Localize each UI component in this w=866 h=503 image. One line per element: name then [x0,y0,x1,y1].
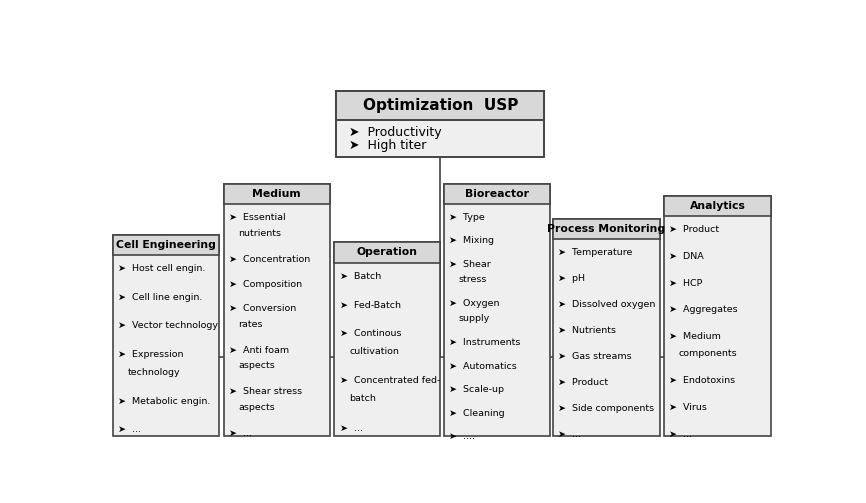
Text: ➤  Batch: ➤ Batch [339,272,381,281]
Text: ➤  Product: ➤ Product [669,225,720,234]
Text: technology: technology [127,368,180,377]
Text: ➤  Concentrated fed-: ➤ Concentrated fed- [339,376,440,385]
Text: ➤  Continous: ➤ Continous [339,329,401,338]
Text: ➤  Type: ➤ Type [449,213,485,222]
FancyBboxPatch shape [223,184,330,436]
Text: ➤  Nutrients: ➤ Nutrients [558,326,616,335]
Text: ➤  Productivity: ➤ Productivity [348,126,441,139]
Text: ➤  ...: ➤ ... [119,426,141,435]
Text: ➤  Host cell engin.: ➤ Host cell engin. [119,265,206,273]
Text: Analytics: Analytics [689,201,746,211]
Text: components: components [679,349,737,358]
Text: ➤  ...: ➤ ... [558,430,581,439]
FancyBboxPatch shape [443,184,550,436]
Text: ➤  Scale-up: ➤ Scale-up [449,385,504,394]
FancyBboxPatch shape [113,234,219,255]
FancyBboxPatch shape [113,234,219,436]
Text: ➤  Instruments: ➤ Instruments [449,338,520,347]
FancyBboxPatch shape [443,184,550,204]
Text: Cell Engineering: Cell Engineering [116,240,216,249]
Text: Operation: Operation [357,247,418,258]
Text: ➤  Automatics: ➤ Automatics [449,362,517,371]
FancyBboxPatch shape [664,196,772,216]
Text: ➤  Mixing: ➤ Mixing [449,236,494,245]
Text: ➤  Composition: ➤ Composition [229,280,302,289]
Text: ➤  Vector technology: ➤ Vector technology [119,321,218,330]
Text: ➤  Conversion: ➤ Conversion [229,304,296,313]
FancyBboxPatch shape [336,92,545,120]
Text: rates: rates [238,320,263,329]
FancyBboxPatch shape [223,184,330,204]
Text: ➤  Medium: ➤ Medium [669,332,721,341]
Text: ➤  Virus: ➤ Virus [669,403,708,412]
Text: ➤  Cleaning: ➤ Cleaning [449,408,505,417]
Text: Medium: Medium [252,189,301,199]
Text: ➤  High titer: ➤ High titer [348,139,426,152]
Text: ➤  ....: ➤ .... [449,432,475,441]
Text: Optimization  USP: Optimization USP [363,99,518,113]
Text: supply: supply [459,314,490,323]
Text: ➤  Concentration: ➤ Concentration [229,255,310,264]
Text: ➤  Anti foam: ➤ Anti foam [229,346,289,355]
FancyBboxPatch shape [664,196,772,436]
Text: ➤  Endotoxins: ➤ Endotoxins [669,376,735,385]
Text: stress: stress [459,275,487,284]
Text: ➤  Dissolved oxygen: ➤ Dissolved oxygen [558,300,656,309]
FancyBboxPatch shape [553,219,660,239]
Text: cultivation: cultivation [349,347,399,356]
Text: ➤  Gas streams: ➤ Gas streams [558,352,631,361]
Text: Process Monitoring: Process Monitoring [547,224,665,234]
Text: nutrients: nutrients [238,229,281,238]
Text: ➤  Essential: ➤ Essential [229,213,286,222]
Text: ➤  Side components: ➤ Side components [558,404,654,413]
Text: ➤  ...: ➤ ... [669,430,692,439]
FancyBboxPatch shape [334,242,441,436]
Text: ➤  pH: ➤ pH [558,274,585,283]
Text: ➤  Expression: ➤ Expression [119,350,184,359]
Text: Bioreactor: Bioreactor [465,189,529,199]
Text: ➤  Shear: ➤ Shear [449,260,491,269]
FancyBboxPatch shape [334,242,441,263]
Text: aspects: aspects [238,403,275,412]
Text: ➤  DNA: ➤ DNA [669,252,704,261]
FancyBboxPatch shape [553,219,660,436]
Text: ➤  Metabolic engin.: ➤ Metabolic engin. [119,397,210,406]
Text: aspects: aspects [238,362,275,371]
FancyBboxPatch shape [336,92,545,157]
Text: batch: batch [349,394,376,403]
Text: ➤  HCP: ➤ HCP [669,279,702,288]
Text: ➤  Oxygen: ➤ Oxygen [449,299,500,308]
Text: ➤  Cell line engin.: ➤ Cell line engin. [119,293,203,302]
Text: ➤  Aggregates: ➤ Aggregates [669,305,738,314]
Text: ➤  Fed-Batch: ➤ Fed-Batch [339,300,401,309]
Text: ➤  Temperature: ➤ Temperature [558,248,632,258]
Text: ➤  ...: ➤ ... [229,429,252,438]
Text: ➤  ...: ➤ ... [339,424,363,433]
Text: ➤  Product: ➤ Product [558,378,608,387]
Text: ➤  Shear stress: ➤ Shear stress [229,387,302,396]
